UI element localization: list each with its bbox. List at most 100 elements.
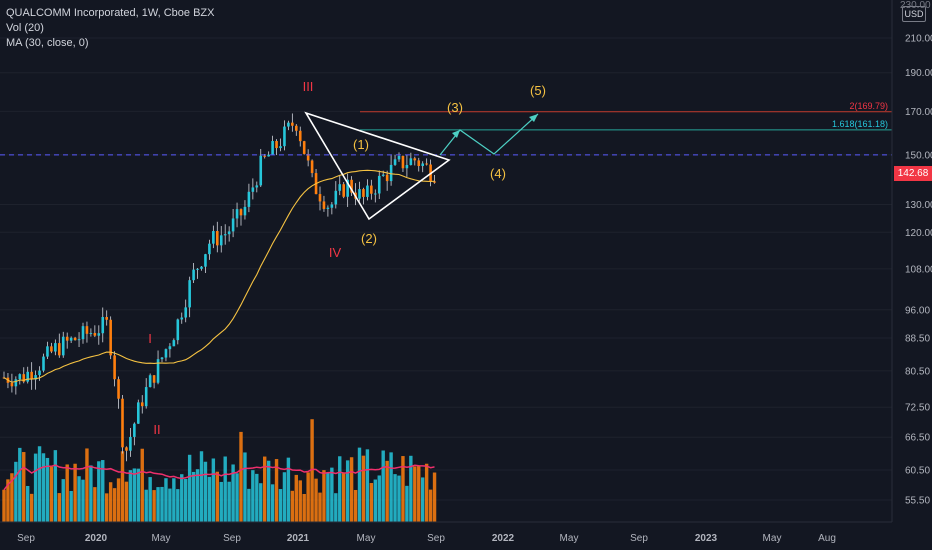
candle-body <box>433 181 436 183</box>
candle-body <box>247 191 251 207</box>
candle-body <box>18 374 22 380</box>
candle-body <box>338 184 342 191</box>
volume-bar <box>417 465 421 522</box>
candle-body <box>97 333 101 336</box>
volume-bar <box>120 451 125 522</box>
candle-body <box>322 201 326 209</box>
candle-body <box>275 141 278 149</box>
volume-bar <box>235 473 239 522</box>
wave-label-yellow: (5) <box>530 83 546 98</box>
volume-bar <box>357 447 362 522</box>
volume-bar <box>421 477 425 522</box>
volume-bar <box>231 464 235 522</box>
candle-body <box>409 158 413 165</box>
volume-bar <box>290 490 295 522</box>
price-tick-label: 72.50 <box>905 403 930 414</box>
time-tick-label: Sep <box>17 533 35 544</box>
candle-body <box>61 336 65 356</box>
symbol-title[interactable]: QUALCOMM Incorporated, 1W, Cboe BZX <box>6 7 215 19</box>
volume-bar <box>381 450 385 522</box>
candle-body <box>30 371 33 380</box>
volume-bar <box>57 493 61 522</box>
ma-indicator-label[interactable]: MA (30, close, 0) <box>6 37 89 49</box>
wave-label-red: III <box>303 79 314 94</box>
time-tick-label: Sep <box>630 533 648 544</box>
volume-bar <box>49 466 54 522</box>
candle-body <box>302 141 306 154</box>
volume-bar <box>73 463 77 522</box>
candle-body <box>54 343 57 352</box>
candle-body <box>73 337 77 341</box>
volume-bar <box>108 482 113 522</box>
candle-body <box>10 382 14 387</box>
price-tick-label: 108.00 <box>905 264 932 275</box>
volume-bar <box>180 474 184 522</box>
wave-drawings: 2(169.79)1.618(161.18)IIIIIIIV(1)(2)(3)(… <box>0 79 892 437</box>
volume-bar <box>41 453 46 522</box>
clipped-top-price-label: 230.00 <box>900 0 931 11</box>
volume-bar <box>211 458 216 522</box>
candle-body <box>366 185 369 197</box>
volume-bar <box>338 456 342 522</box>
volume-bars <box>2 419 437 522</box>
candle-body <box>38 370 41 376</box>
volume-bar <box>361 455 366 522</box>
arrow-head <box>529 114 538 122</box>
volume-bar <box>168 488 172 522</box>
candle-body <box>239 209 243 216</box>
volume-indicator-label[interactable]: Vol (20) <box>6 22 44 34</box>
candle-body <box>208 243 211 255</box>
volume-bar <box>101 460 105 522</box>
candle-body <box>417 160 421 167</box>
candle-body <box>283 126 286 147</box>
volume-bar <box>26 485 30 522</box>
volume-bar <box>326 472 330 522</box>
candle-body <box>421 163 424 167</box>
volume-bar <box>45 457 50 522</box>
time-tick-label: Sep <box>427 533 445 544</box>
volume-bar <box>33 453 38 522</box>
last-price-badge: 142.68 <box>894 166 932 181</box>
volume-bar <box>18 447 22 522</box>
volume-bar <box>369 483 374 522</box>
currency-button[interactable]: USD <box>902 6 926 22</box>
volume-bar <box>298 480 302 522</box>
volume-bar <box>29 493 34 522</box>
candle-body <box>133 423 136 437</box>
time-axis: Sep 2020 May Sep 2021 May Sep 2022 May Sep 2023 May… <box>17 533 836 544</box>
volume-bar <box>247 488 251 522</box>
candle-body <box>176 319 180 341</box>
moving-average-line <box>3 169 435 383</box>
volume-bar <box>2 489 6 522</box>
candle-body <box>58 343 61 356</box>
price-tick-label: 88.50 <box>905 333 930 344</box>
candle-body <box>362 189 365 197</box>
volume-bar <box>160 486 164 522</box>
volume-bar <box>270 484 275 522</box>
volume-bar <box>255 473 259 522</box>
candle-body <box>168 346 172 350</box>
candle-body <box>188 280 191 308</box>
volume-bar <box>424 463 429 522</box>
volume-bar <box>345 460 350 522</box>
volume-bar <box>373 479 377 522</box>
volume-ma-line <box>3 464 435 491</box>
volume-bar <box>401 456 405 522</box>
volume-bar <box>405 485 409 522</box>
candle-body <box>346 179 349 197</box>
volume-bar <box>318 492 322 522</box>
price-tick-label: 96.00 <box>905 305 930 316</box>
volume-bar <box>85 448 89 522</box>
volume-bar <box>191 471 196 522</box>
price-tick-label: 55.50 <box>905 496 930 507</box>
candle-body <box>77 339 81 341</box>
candle-body <box>306 153 310 161</box>
volume-bar <box>207 476 212 522</box>
volume-bar <box>184 479 188 522</box>
volume-bar <box>365 449 370 522</box>
volume-bar <box>393 474 397 522</box>
volume-bar <box>81 479 85 522</box>
time-tick-label: Aug <box>818 533 836 544</box>
time-tick-label: 2022 <box>492 533 515 544</box>
